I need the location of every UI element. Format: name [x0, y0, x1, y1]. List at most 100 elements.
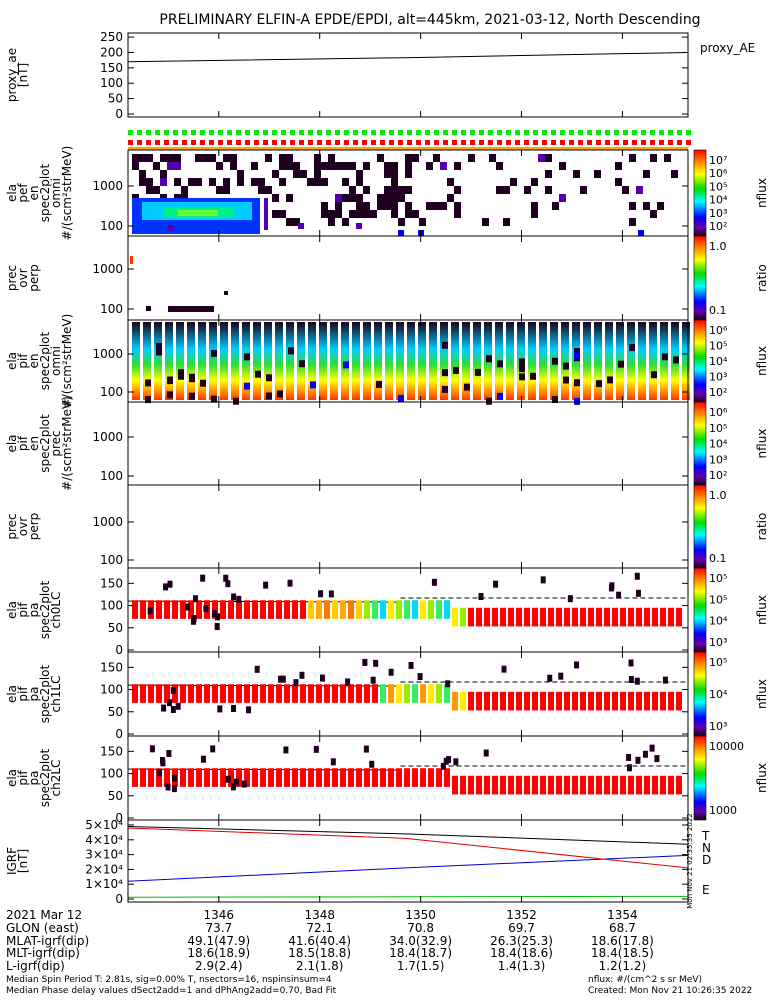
- status-bar-green: [290, 130, 295, 135]
- spectrogram-cell: [356, 210, 363, 218]
- pa-cell: [233, 778, 239, 786]
- pa-ch2-band-cell: [428, 768, 434, 787]
- status-bar-red: [596, 140, 601, 145]
- pa-cell: [373, 659, 379, 667]
- pa-ch2-colorbar-label: nflux: [755, 763, 769, 793]
- spectrogram-cell: [349, 162, 356, 170]
- spectrogram-cell: [370, 210, 377, 218]
- pa-ch0-colorbar: [693, 567, 707, 653]
- pa-ch0-band-cell: [196, 600, 202, 619]
- pa-cell: [217, 705, 223, 713]
- x-row-label: MLT-igrf(dip): [6, 946, 80, 960]
- pa-ch0-band-cell: [244, 600, 250, 619]
- spectrogram-cell: [146, 186, 153, 194]
- pa-cell: [417, 673, 423, 681]
- spectrogram-cell: [258, 186, 265, 194]
- proxy-ae-ylabel-line: [nT]: [16, 63, 30, 87]
- spectrogram-cell: [342, 218, 349, 226]
- i-prec-ylabel-line: ela: [5, 434, 19, 452]
- pa-ch2-band-cell: [668, 775, 674, 795]
- status-bar-red: [542, 140, 547, 145]
- spectrogram-cell: [167, 162, 174, 170]
- pa-ch1-ylabel-line: pa: [27, 687, 41, 702]
- spectrogram-cell: [657, 202, 664, 210]
- pa-ch2-band-cell: [332, 768, 338, 787]
- status-bar-red: [299, 140, 304, 145]
- spectrogram-cell: [412, 210, 419, 218]
- x-row-label: GLON (east): [6, 921, 79, 935]
- e-omni-colorbar-tick: 10⁶: [709, 167, 728, 180]
- status-bar-red: [515, 140, 520, 145]
- stripe-cell: [649, 322, 657, 400]
- spectrogram-cell: [321, 162, 328, 170]
- spectrogram-cell: [156, 348, 162, 356]
- stripe-gap: [613, 322, 616, 400]
- stripe-gap: [173, 322, 176, 400]
- stripe-gap: [679, 322, 682, 400]
- spectrogram-cell: [629, 202, 636, 210]
- spectrogram-cell: [391, 162, 398, 170]
- igrf-ylabel-line: IGRF: [5, 847, 19, 875]
- spectrogram-cell: [391, 202, 398, 210]
- status-bar-red: [182, 140, 187, 145]
- x-row-value: 72.1: [306, 921, 333, 935]
- pa-cell: [230, 783, 236, 791]
- spectrogram-cell: [342, 194, 349, 202]
- pa-ch2-band-cell: [316, 768, 322, 787]
- spectrogram-cell: [230, 154, 237, 162]
- pa-cell: [616, 591, 622, 599]
- stripe-gap: [591, 322, 594, 400]
- pa-ch0-band-cell: [612, 607, 618, 627]
- pa-cell: [214, 623, 220, 631]
- pa-ch0-colorbar-tick: 10⁵: [709, 572, 727, 585]
- footer-units: nflux: #/(cm^2 s sr MeV): [588, 975, 702, 985]
- x-tick-label: 1354: [607, 908, 638, 922]
- igrf-legend-D: D: [702, 853, 711, 867]
- pa-cell: [147, 607, 153, 615]
- pa-ch1-band-cell: [300, 684, 306, 703]
- stripe-gap: [547, 322, 550, 400]
- spectrogram-cell: [552, 396, 558, 404]
- x-row-value: 1.7(1.5): [397, 959, 445, 973]
- spectrogram-cell: [230, 162, 237, 170]
- i-prec-frame: [127, 401, 689, 486]
- spectrogram-cell: [664, 154, 671, 162]
- spectrogram-cell: [629, 344, 635, 352]
- status-bar-green: [587, 130, 592, 135]
- pa-cell: [214, 613, 220, 621]
- stripe-gap: [217, 322, 220, 400]
- pa-ch2-band-cell: [420, 768, 426, 787]
- stripe-gap: [316, 322, 319, 400]
- pa-ch2-ytick-label: 100: [100, 767, 123, 781]
- pa-ch1-band-cell: [596, 691, 602, 711]
- pa-ch1-ylabel-line: ela: [5, 685, 19, 703]
- stripe-gap: [250, 322, 253, 400]
- pa-ch2-band-cell: [612, 775, 618, 795]
- status-bar-red: [506, 140, 511, 145]
- e-ratio-colorbar: [693, 235, 707, 321]
- pa-ch2-ylabel-line: pif: [16, 770, 30, 786]
- pa-ch0-ytick-label: 0: [115, 643, 123, 657]
- status-bar-red: [362, 140, 367, 145]
- pa-ch1-band-cell: [660, 691, 666, 711]
- status-bar-orange: [128, 147, 688, 150]
- pa-ch1-band-cell: [332, 684, 338, 703]
- pa-ch1-band-cell: [404, 684, 410, 703]
- pa-ch0-band-cell: [556, 607, 562, 627]
- proxy-ae-ylabel: proxy_ae[nT]: [5, 48, 30, 102]
- igrf-ytick-label: 0: [115, 892, 123, 906]
- stripe-cell: [352, 322, 360, 400]
- status-bar-green: [623, 130, 628, 135]
- pa-ch1-band-cell: [156, 684, 162, 703]
- pa-ch1-band-cell: [276, 684, 282, 703]
- spectrogram-cell: [398, 194, 405, 202]
- pa-ch0-band-cell: [596, 607, 602, 627]
- pa-ch1-band-cell: [452, 691, 458, 711]
- spectrogram-cell: [573, 170, 580, 178]
- pa-ch2-band-cell: [660, 775, 666, 795]
- spectrogram-cell: [594, 170, 601, 178]
- status-bar-red: [263, 140, 268, 145]
- stripe-cell: [187, 322, 195, 400]
- pa-ch1-band-cell: [284, 684, 290, 703]
